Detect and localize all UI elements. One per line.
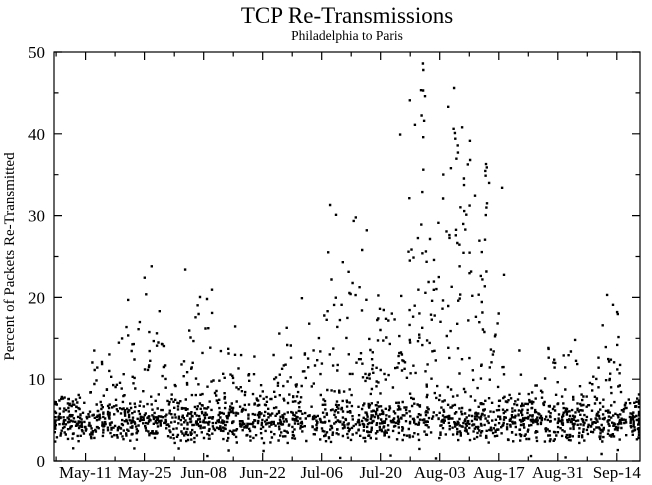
y-tick-label: 30 bbox=[28, 207, 45, 226]
x-tick-label: Aug-03 bbox=[414, 463, 466, 482]
y-tick-label: 20 bbox=[28, 288, 45, 307]
x-tick-label: Aug-31 bbox=[532, 463, 584, 482]
scatter-points bbox=[53, 62, 641, 460]
y-tick-label: 10 bbox=[28, 370, 45, 389]
x-tick-label: Jun-22 bbox=[240, 463, 286, 482]
x-tick-label: Jul-06 bbox=[300, 463, 343, 482]
x-tick-label: May-25 bbox=[118, 463, 172, 482]
y-axis-labels: 0 10 20 30 40 50 bbox=[28, 43, 45, 471]
y-axis-title: Percent of Packets Re-Transmitted bbox=[2, 152, 18, 361]
x-tick-label: Aug-17 bbox=[473, 463, 525, 482]
x-axis-labels: May-11 May-25 Jun-08 Jun-22 Jul-06 Jul-20 Aug-… bbox=[59, 463, 641, 482]
tick-marks bbox=[54, 51, 640, 462]
y-tick-label: 0 bbox=[37, 452, 46, 471]
y-tick-label: 50 bbox=[28, 43, 45, 62]
chart-subtitle: Philadelphia to Paris bbox=[291, 28, 403, 43]
y-tick-label: 40 bbox=[28, 125, 45, 144]
x-tick-label: Jul-20 bbox=[359, 463, 402, 482]
x-tick-label: Jun-08 bbox=[181, 463, 227, 482]
chart-title: TCP Re-Transmissions bbox=[241, 3, 453, 28]
x-tick-label: May-11 bbox=[59, 463, 112, 482]
x-tick-label: Sep-14 bbox=[593, 463, 642, 482]
